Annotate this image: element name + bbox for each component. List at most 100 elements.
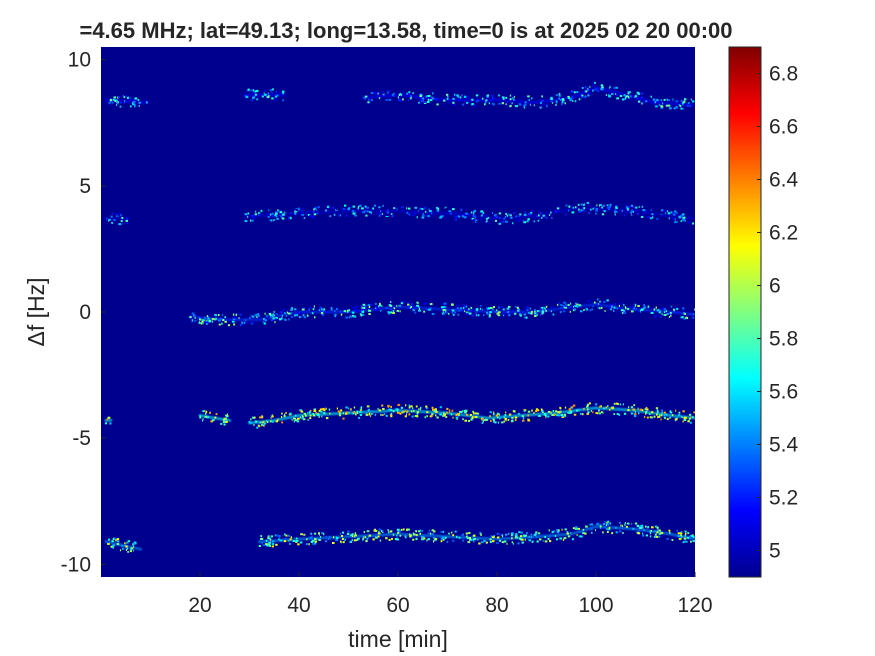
trace-3-point bbox=[469, 312, 472, 315]
y-tick-label: 0 bbox=[79, 301, 91, 324]
trace-3-point bbox=[526, 306, 529, 309]
trace-1-point bbox=[667, 99, 671, 102]
trace-4-point bbox=[678, 411, 681, 414]
trace-2-point bbox=[253, 215, 255, 218]
trace-3-point bbox=[665, 313, 667, 316]
trace-2-point bbox=[436, 206, 439, 209]
trace-1-point bbox=[282, 99, 284, 102]
trace-5-point bbox=[276, 534, 279, 537]
trace-1-point bbox=[609, 86, 611, 89]
trace-5-point bbox=[429, 532, 432, 535]
trace-4-point bbox=[634, 413, 637, 416]
trace-1-point bbox=[589, 85, 591, 88]
trace-3-point bbox=[557, 303, 559, 306]
trace-1-point bbox=[125, 95, 128, 98]
trace-2-point bbox=[626, 208, 629, 210]
trace-1-point bbox=[581, 94, 584, 97]
trace-4-point bbox=[587, 408, 589, 411]
trace-1-point bbox=[452, 101, 455, 104]
trace-3-point bbox=[616, 307, 619, 310]
trace-4-point bbox=[404, 409, 407, 412]
trace-4-point bbox=[204, 412, 207, 415]
trace-2-point bbox=[414, 206, 418, 209]
trace-1-point bbox=[250, 89, 253, 92]
trace-2-point bbox=[474, 221, 477, 223]
trace-5-point bbox=[427, 538, 430, 541]
trace-5-point bbox=[320, 535, 322, 538]
trace-1-point bbox=[473, 104, 476, 107]
trace-3-point bbox=[448, 312, 450, 315]
trace-5-point bbox=[523, 535, 526, 537]
trace-5-point bbox=[372, 538, 375, 541]
trace-4-point bbox=[328, 408, 331, 411]
trace-4-point bbox=[104, 422, 107, 425]
trace-4-point bbox=[505, 419, 507, 422]
trace-2-point bbox=[553, 207, 556, 210]
trace-2-point bbox=[523, 213, 527, 216]
trace-2-point bbox=[391, 215, 394, 218]
trace-2-point bbox=[530, 211, 533, 214]
trace-3-point bbox=[578, 304, 582, 307]
trace-1-point bbox=[615, 93, 617, 96]
trace-5-point bbox=[619, 521, 621, 524]
trace-4-point bbox=[681, 416, 683, 419]
trace-1-point bbox=[679, 101, 682, 104]
trace-1-point bbox=[109, 103, 111, 106]
trace-2-point bbox=[637, 212, 639, 215]
trace-2-point bbox=[493, 212, 495, 215]
trace-4-point bbox=[342, 412, 344, 415]
trace-1-point bbox=[656, 98, 659, 101]
trace-1-point bbox=[264, 93, 267, 96]
trace-3-point bbox=[407, 307, 410, 309]
trace-3-point bbox=[692, 313, 695, 316]
trace-2-point bbox=[417, 209, 419, 212]
trace-4-point bbox=[263, 424, 265, 427]
trace-4-point bbox=[301, 417, 304, 420]
trace-5-point bbox=[492, 536, 495, 539]
trace-5-point bbox=[421, 538, 424, 541]
trace-5-point bbox=[442, 538, 445, 541]
trace-1-point bbox=[129, 105, 132, 108]
trace-4-point bbox=[313, 408, 316, 411]
trace-3-point bbox=[486, 313, 490, 315]
trace-1-point bbox=[621, 98, 625, 101]
trace-1-point bbox=[569, 99, 572, 102]
trace-3-point bbox=[455, 307, 457, 310]
trace-4-point bbox=[445, 416, 448, 418]
trace-2-point bbox=[269, 219, 272, 222]
trace-4-point bbox=[580, 412, 582, 415]
trace-3-point bbox=[276, 313, 278, 316]
trace-3-point bbox=[523, 313, 526, 316]
trace-2-point bbox=[448, 209, 451, 211]
trace-2-point bbox=[342, 208, 346, 210]
trace-1-point bbox=[531, 97, 533, 100]
trace-4-point bbox=[370, 415, 372, 418]
trace-4-point bbox=[523, 410, 526, 412]
trace-5-point bbox=[566, 531, 569, 534]
trace-2-point bbox=[244, 217, 247, 220]
trace-3-point bbox=[218, 314, 220, 316]
trace-5-point bbox=[433, 530, 436, 533]
trace-3-point bbox=[451, 303, 454, 306]
trace-5-point bbox=[377, 531, 380, 534]
trace-5-point bbox=[366, 537, 369, 540]
trace-1-point bbox=[558, 92, 561, 95]
trace-4-point bbox=[345, 411, 348, 414]
trace-5-point bbox=[132, 543, 135, 546]
trace-5-point bbox=[367, 536, 369, 539]
trace-5-point bbox=[524, 538, 526, 541]
trace-5-point bbox=[454, 530, 457, 533]
trace-3-point bbox=[611, 305, 613, 308]
trace-3-point bbox=[340, 313, 343, 316]
trace-2-point bbox=[355, 207, 358, 210]
trace-1-point bbox=[509, 98, 512, 101]
trace-3-point bbox=[673, 308, 676, 311]
trace-2-point bbox=[441, 215, 444, 218]
trace-1-point bbox=[675, 100, 679, 103]
trace-4-point bbox=[646, 408, 649, 411]
trace-2-point bbox=[413, 208, 416, 210]
trace-1-point bbox=[634, 95, 638, 98]
y-tick-label: 5 bbox=[79, 175, 91, 198]
trace-3-point bbox=[393, 307, 396, 310]
trace-3-point bbox=[306, 314, 309, 317]
